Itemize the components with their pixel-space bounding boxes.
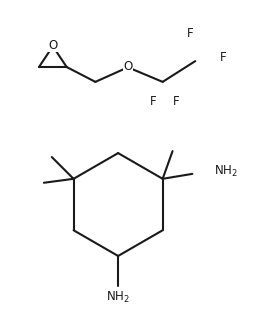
Text: O: O [48, 39, 58, 52]
Text: F: F [173, 95, 180, 108]
Text: F: F [220, 51, 226, 64]
Text: NH$_2$: NH$_2$ [214, 164, 238, 180]
Text: F: F [187, 27, 194, 40]
Text: O: O [123, 59, 133, 73]
Text: NH$_2$: NH$_2$ [106, 290, 130, 305]
Text: F: F [149, 95, 156, 108]
